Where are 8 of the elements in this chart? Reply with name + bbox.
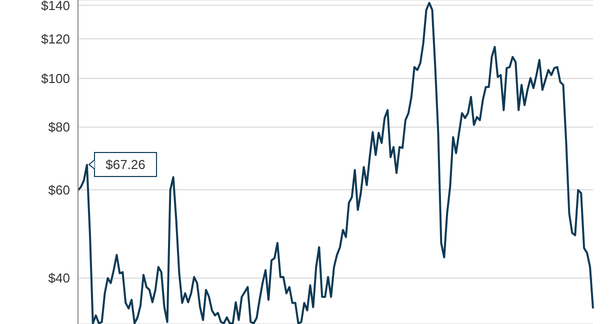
y-tick-label: $120 (41, 31, 70, 46)
y-tick-label: $60 (48, 182, 70, 198)
y-tick-label: $80 (48, 120, 70, 135)
y-tick-label: $40 (48, 270, 70, 286)
y-tick-label: $100 (41, 71, 70, 86)
line-series (77, 2, 594, 324)
y-tick-label: $140 (41, 0, 70, 13)
annotation: $67.26 (106, 156, 146, 172)
